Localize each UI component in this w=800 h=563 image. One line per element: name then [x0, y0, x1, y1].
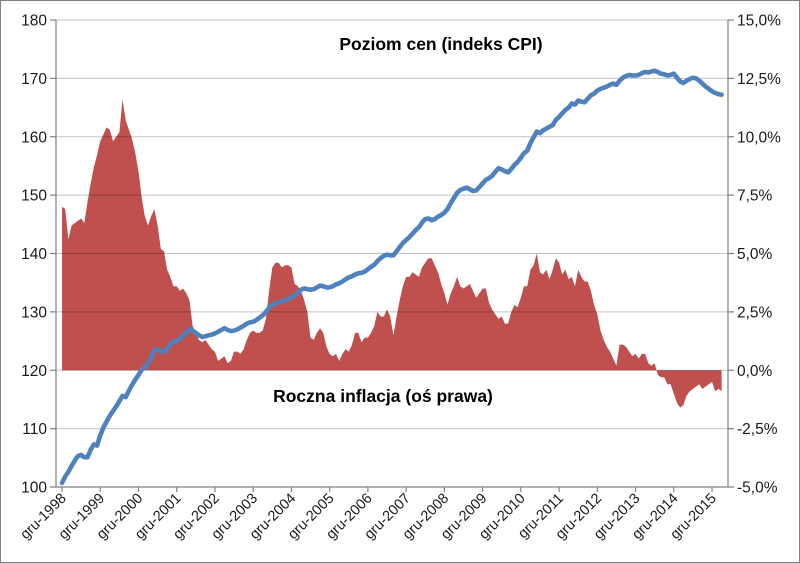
- right-axis-tick-label: 15,0%: [737, 13, 781, 30]
- y-axis-tick-label: 130: [21, 304, 47, 321]
- inflation-area: [62, 99, 722, 408]
- y-axis-tick-label: 140: [21, 246, 47, 263]
- right-axis-tick-label: 10,0%: [737, 129, 781, 146]
- right-axis-tick-label: -5,0%: [737, 480, 778, 497]
- y-axis-tick-label: 160: [21, 129, 47, 146]
- y-axis-tick-label: 120: [21, 363, 47, 380]
- right-axis-tick-label: 7,5%: [737, 188, 773, 205]
- right-axis-tick-label: -2,5%: [737, 421, 778, 438]
- y-axis-tick-label: 100: [21, 480, 47, 497]
- right-axis-tick-label: 5,0%: [737, 246, 773, 263]
- cpi-line: [59, 68, 724, 486]
- y-axis-tick-label: 110: [22, 421, 47, 438]
- chart-title: Poziom cen (indeks CPI): [339, 34, 543, 54]
- chart-annotation: Roczna inflacja (oś prawa): [273, 386, 493, 406]
- right-axis-tick-label: 0,0%: [737, 363, 773, 380]
- right-axis-tick-label: 12,5%: [737, 71, 781, 88]
- y-axis-tick-label: 170: [21, 71, 47, 88]
- right-axis-tick-label: 2,5%: [737, 304, 773, 321]
- y-axis-tick-label: 150: [21, 188, 47, 205]
- y-axis-tick-label: 180: [21, 13, 47, 30]
